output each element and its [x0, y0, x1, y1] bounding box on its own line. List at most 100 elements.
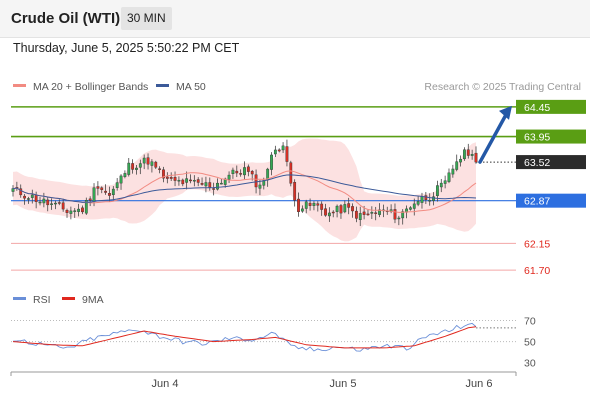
- x-tick-label: Jun 4: [152, 378, 179, 390]
- candle: [320, 201, 324, 216]
- candle: [23, 193, 26, 205]
- header-bar: Crude Oil (WTI) 30 MIN: [0, 0, 590, 38]
- candle-body: [84, 200, 88, 214]
- candle: [212, 182, 216, 196]
- timeframe-badge[interactable]: 30 MIN: [121, 7, 172, 30]
- candle-body: [239, 173, 243, 175]
- legend-label: MA 20 + Bollinger Bands: [33, 81, 148, 93]
- resistance-label: 63.95: [524, 132, 550, 144]
- legend-swatch: [156, 84, 169, 87]
- candle: [100, 186, 104, 194]
- candle-body: [347, 203, 351, 208]
- candle: [123, 170, 127, 179]
- candle-body: [219, 182, 223, 185]
- candle-body: [204, 182, 208, 187]
- candle-body: [192, 180, 196, 182]
- candle-body: [270, 154, 273, 170]
- candle: [146, 153, 150, 170]
- candle: [285, 139, 289, 167]
- candle-body: [123, 173, 127, 177]
- candle: [366, 208, 370, 216]
- candle-body: [327, 212, 331, 217]
- candle: [154, 160, 158, 170]
- forecast-arrow: [478, 105, 512, 164]
- candle-body: [111, 188, 115, 196]
- candle: [231, 167, 235, 179]
- price-labels: 64.45 63.95 63.52 62.87 62.15 61.70: [516, 99, 586, 277]
- forecast-arrow-head: [499, 105, 512, 120]
- candle-body: [104, 190, 107, 193]
- candle-body: [30, 194, 34, 198]
- pivot-label: 62.87: [524, 196, 550, 208]
- candle-body: [432, 196, 435, 201]
- candle-body: [250, 170, 254, 175]
- candle-body: [235, 170, 239, 174]
- candle-body: [436, 185, 439, 196]
- candle: [335, 204, 339, 218]
- candle: [77, 203, 80, 217]
- rsi-tick-label: 70: [524, 315, 536, 327]
- rsi-tick-label: 30: [524, 358, 536, 370]
- candle: [409, 206, 412, 211]
- price-levels: [11, 106, 516, 271]
- candle-body: [11, 188, 15, 192]
- candle: [273, 145, 277, 158]
- candle-body: [293, 181, 297, 201]
- candle-body: [289, 162, 293, 184]
- candle-body: [443, 180, 447, 184]
- candle: [304, 199, 308, 214]
- candle-body: [57, 202, 61, 204]
- candle: [316, 201, 320, 212]
- resistance-tag: [516, 129, 586, 144]
- candle: [138, 159, 142, 175]
- candle: [50, 198, 53, 210]
- candle-body: [96, 186, 100, 189]
- candle-body: [34, 195, 38, 202]
- candle-body: [466, 149, 470, 156]
- candle: [343, 200, 347, 214]
- candle-body: [131, 163, 135, 170]
- candle: [57, 199, 61, 206]
- candle: [451, 164, 455, 178]
- candle-body: [185, 178, 189, 183]
- candle: [447, 168, 451, 184]
- x-tick-label: Jun 6: [466, 378, 493, 390]
- candle-body: [300, 208, 304, 212]
- candle-body: [200, 183, 204, 185]
- candle-body: [304, 201, 308, 209]
- candle-body: [158, 168, 162, 170]
- candle-body: [227, 174, 231, 180]
- candle: [88, 196, 92, 207]
- candle: [354, 206, 358, 223]
- candle: [339, 204, 343, 219]
- legend-label: MA 50: [176, 81, 206, 93]
- candle-body: [100, 187, 104, 190]
- candle: [412, 198, 416, 216]
- candle: [308, 198, 312, 211]
- candle-body: [38, 201, 42, 204]
- candle-body: [127, 162, 131, 175]
- candle-body: [424, 195, 428, 200]
- rsi-legend-label: 9MA: [82, 294, 104, 306]
- candle: [216, 178, 219, 191]
- candle-body: [54, 202, 57, 205]
- candle-body: [42, 198, 46, 204]
- ma20-line: [12, 170, 477, 213]
- candle-body: [273, 149, 277, 155]
- time-axis: Jun 4 Jun 6 Jun 5: [10, 371, 517, 390]
- candle-body: [119, 175, 123, 184]
- candle-body: [297, 198, 300, 213]
- candle-body: [243, 167, 246, 176]
- last-price-label: 63.52: [524, 157, 550, 169]
- candle-body: [320, 203, 324, 210]
- candle: [111, 186, 115, 201]
- candle-body: [50, 203, 53, 205]
- candle-body: [169, 177, 173, 179]
- candle-body: [23, 195, 26, 199]
- candle-body: [393, 209, 397, 220]
- candle: [30, 189, 34, 204]
- last-price-tag: [516, 155, 586, 170]
- support-label: 62.15: [524, 238, 550, 250]
- candle: [331, 210, 335, 218]
